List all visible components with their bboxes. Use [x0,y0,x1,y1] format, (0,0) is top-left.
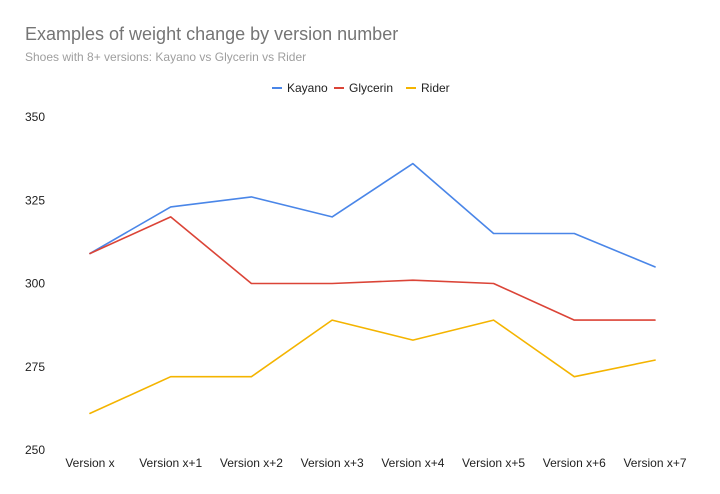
x-tick-label: Version x+1 [139,456,202,470]
data-point-glycerin [169,215,173,219]
x-tick-label: Version x+2 [220,456,283,470]
x-axis: Version x Version x+1 Version x+2 Version x… [65,456,687,470]
y-axis: 250 275 300 325 350 [25,110,45,457]
legend-label-kayano: Kayano [287,81,328,95]
data-point-rider [653,358,657,362]
data-point-kayano [492,232,496,236]
y-tick-label: 325 [25,193,45,207]
chart-subtitle: Shoes with 8+ versions: Kayano vs Glycer… [25,50,307,64]
series-lines [88,162,657,415]
data-point-glycerin [249,282,253,286]
y-tick-label: 275 [25,360,45,374]
chart-legend: Kayano Glycerin Rider [272,81,450,95]
data-point-kayano [572,232,576,236]
x-tick-label: Version x+7 [623,456,686,470]
x-tick-label: Version x+6 [543,456,606,470]
data-point-glycerin [572,318,576,322]
data-point-rider [249,375,253,379]
series-line-kayano [89,162,656,268]
data-point-rider [169,375,173,379]
data-point-kayano [411,162,415,166]
data-point-kayano [169,205,173,209]
x-tick-label: Version x+5 [462,456,525,470]
data-point-rider [572,375,576,379]
data-point-kayano [330,215,334,219]
legend-label-glycerin: Glycerin [349,81,393,95]
data-point-kayano [653,265,657,269]
y-tick-label: 250 [25,443,45,457]
legend-label-rider: Rider [421,81,450,95]
data-point-glycerin [88,252,92,256]
x-tick-label: Version x+4 [381,456,444,470]
chart-title: Examples of weight change by version num… [25,24,399,44]
data-point-rider [330,318,334,322]
y-tick-label: 300 [25,277,45,291]
data-point-glycerin [653,318,657,322]
y-tick-label: 350 [25,110,45,124]
x-tick-label: Version x+3 [301,456,364,470]
data-point-glycerin [330,282,334,286]
data-point-rider [411,338,415,342]
series-line-glycerin [89,216,656,321]
series-line-rider [89,319,656,415]
x-tick-label: Version x [65,456,114,470]
data-point-rider [88,411,92,415]
data-point-kayano [249,195,253,199]
data-point-glycerin [411,278,415,282]
data-point-glycerin [492,282,496,286]
data-point-rider [492,318,496,322]
